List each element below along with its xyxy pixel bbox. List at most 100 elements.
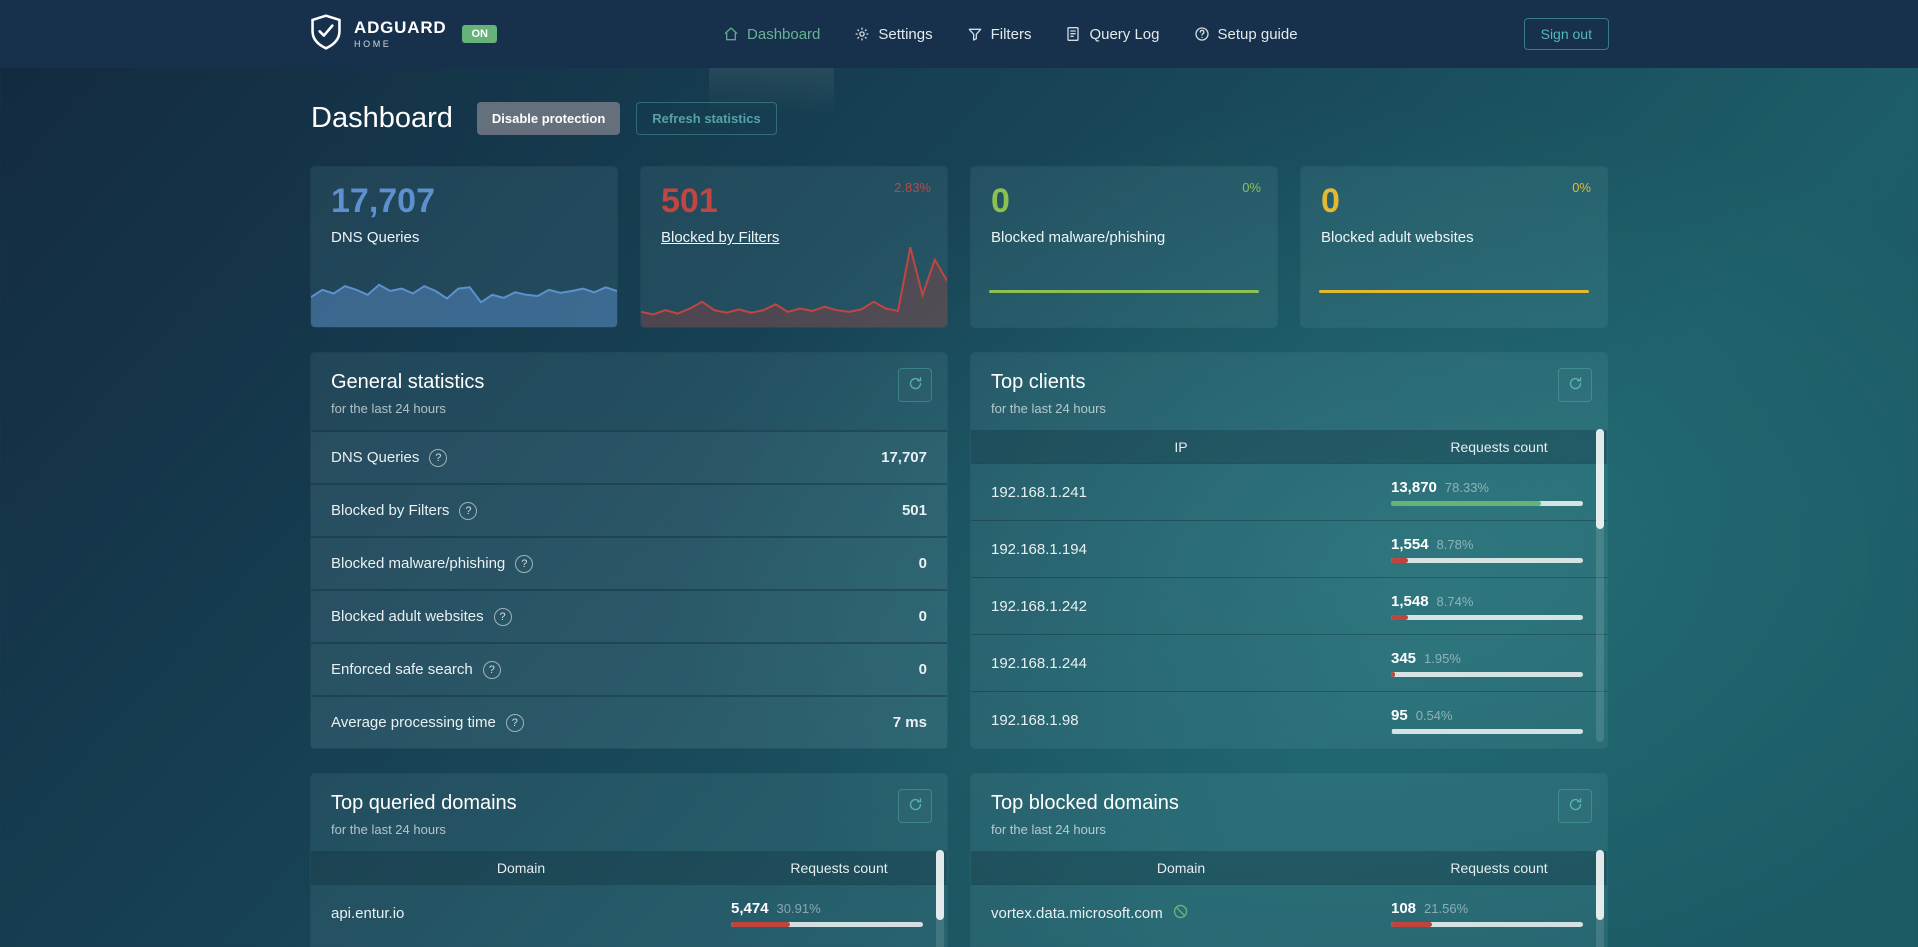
sign-out-button[interactable]: Sign out xyxy=(1523,18,1609,50)
top-navbar: ADGUARD HOME ON Dashboard Settings xyxy=(0,0,1918,114)
request-count: 108 xyxy=(1391,899,1417,917)
stats-row: DNS Queries ? 17,707 xyxy=(311,430,947,483)
blocked-adult-value: 0 xyxy=(1321,182,1340,220)
card-title: General statistics xyxy=(331,371,485,393)
client-ip[interactable]: 192.168.1.98 xyxy=(991,711,1079,729)
column-domain: Domain xyxy=(496,859,546,876)
request-count: 1,548 xyxy=(1391,592,1429,610)
request-count: 13,870 xyxy=(1391,478,1437,496)
request-percent: 30.91% xyxy=(776,900,821,916)
card-subtitle: for the last 24 hours xyxy=(991,822,1106,837)
stat-card-dns-queries[interactable]: 17,707 DNS Queries xyxy=(311,167,617,327)
stat-value: 501 xyxy=(901,502,927,519)
adguard-home-logo[interactable]: ADGUARD HOME ON xyxy=(309,13,497,56)
column-requests-count: Requests count xyxy=(1450,859,1548,876)
client-row[interactable]: 192.168.1.241 13,870 78.33% xyxy=(971,463,1607,520)
stat-card-blocked-adult[interactable]: 0 Blocked adult websites 0% xyxy=(1301,167,1607,327)
dns-queries-value: 17,707 xyxy=(331,182,435,220)
dns-queries-label: DNS Queries xyxy=(331,229,420,247)
refresh-card-button[interactable] xyxy=(1558,789,1592,823)
scrollbar-thumb[interactable] xyxy=(1596,850,1604,920)
document-icon xyxy=(1065,26,1081,42)
disable-protection-button[interactable]: Disable protection xyxy=(476,102,621,135)
stat-name: DNS Queries xyxy=(331,449,420,466)
scrollbar[interactable] xyxy=(936,850,944,947)
progress-bar xyxy=(1391,671,1583,677)
scrollbar-thumb[interactable] xyxy=(1596,429,1604,529)
nav-label: Settings xyxy=(878,25,933,43)
domain-name[interactable]: vortex.data.microsoft.com xyxy=(991,904,1163,922)
scrollbar[interactable] xyxy=(1596,429,1604,742)
stat-name: Blocked by Filters xyxy=(331,502,450,519)
blocked-filters-value: 501 xyxy=(661,182,718,220)
blocked-filters-link[interactable]: Blocked by Filters xyxy=(661,229,780,247)
blocked-malware-label: Blocked malware/phishing xyxy=(991,229,1166,247)
refresh-card-button[interactable] xyxy=(898,789,932,823)
card-subtitle: for the last 24 hours xyxy=(331,401,446,416)
stat-value: 0 xyxy=(918,608,927,625)
client-row[interactable]: 192.168.1.242 1,548 8.74% xyxy=(971,577,1607,634)
request-count: 5,474 xyxy=(731,899,769,917)
client-ip[interactable]: 192.168.1.194 xyxy=(991,540,1087,558)
blocked-adult-percent: 0% xyxy=(1572,180,1591,195)
column-ip: IP xyxy=(1174,438,1188,455)
nav-label: Query Log xyxy=(1089,25,1160,43)
blocked-malware-underline xyxy=(989,290,1259,293)
card-title: Top queried domains xyxy=(331,792,517,814)
request-count: 1,554 xyxy=(1391,535,1429,553)
table-header: Domain Requests count xyxy=(971,851,1607,884)
table-header: Domain Requests count xyxy=(311,851,947,884)
nav-filters[interactable]: Filters xyxy=(953,0,1046,68)
refresh-statistics-button[interactable]: Refresh statistics xyxy=(636,102,777,135)
progress-bar xyxy=(1391,728,1583,734)
blocked-filters-percent: 2.83% xyxy=(894,180,931,195)
scrollbar[interactable] xyxy=(1596,850,1604,947)
client-ip[interactable]: 192.168.1.244 xyxy=(991,654,1087,672)
stats-row: Blocked by Filters ? 501 xyxy=(311,483,947,536)
refresh-icon xyxy=(1568,376,1583,394)
blocked-malware-percent: 0% xyxy=(1242,180,1261,195)
blocked-domain-icon[interactable] xyxy=(1172,903,1189,924)
nav-setup-guide[interactable]: Setup guide xyxy=(1180,0,1312,68)
brand-name: ADGUARD xyxy=(354,18,447,37)
stat-value: 0 xyxy=(918,555,927,572)
nav-settings[interactable]: Settings xyxy=(840,0,946,68)
column-requests-count: Requests count xyxy=(790,859,888,876)
stat-name: Average processing time xyxy=(331,714,496,731)
help-icon[interactable]: ? xyxy=(505,713,524,732)
client-row[interactable]: 192.168.1.98 95 0.54% xyxy=(971,691,1607,748)
client-ip[interactable]: 192.168.1.241 xyxy=(991,483,1087,501)
help-icon[interactable]: ? xyxy=(515,554,534,573)
column-domain: Domain xyxy=(1156,859,1206,876)
client-row[interactable]: 192.168.1.244 345 1.95% xyxy=(971,634,1607,691)
blocked-adult-underline xyxy=(1319,290,1589,293)
refresh-card-button[interactable] xyxy=(898,368,932,402)
refresh-icon xyxy=(908,797,923,815)
main-nav: Dashboard Settings Filters Query Log xyxy=(709,0,1312,114)
client-row[interactable]: 192.168.1.194 1,554 8.78% xyxy=(971,520,1607,577)
card-title: Top blocked domains xyxy=(991,792,1179,814)
help-icon[interactable]: ? xyxy=(429,448,448,467)
scrollbar-thumb[interactable] xyxy=(936,850,944,920)
domain-row[interactable]: api.entur.io 5,474 30.91% xyxy=(311,884,947,941)
domain-row[interactable]: vortex.data.microsoft.com 108 21.56% xyxy=(971,884,1607,941)
top-queried-domains-table: api.entur.io 5,474 30.91% xyxy=(311,884,947,941)
stats-row: Enforced safe search ? 0 xyxy=(311,642,947,695)
help-icon[interactable]: ? xyxy=(482,660,501,679)
stat-card-blocked-by-filters[interactable]: 501 Blocked by Filters 2.83% xyxy=(641,167,947,327)
page-title: Dashboard xyxy=(311,102,453,134)
top-queried-domains-card: Top queried domains for the last 24 hour… xyxy=(311,774,947,947)
help-icon[interactable]: ? xyxy=(459,501,478,520)
refresh-card-button[interactable] xyxy=(1558,368,1592,402)
domain-name[interactable]: api.entur.io xyxy=(331,904,405,922)
stat-card-blocked-malware[interactable]: 0 Blocked malware/phishing 0% xyxy=(971,167,1277,327)
client-ip[interactable]: 192.168.1.242 xyxy=(991,597,1087,615)
request-percent: 21.56% xyxy=(1424,900,1469,916)
nav-query-log[interactable]: Query Log xyxy=(1051,0,1173,68)
request-percent: 8.78% xyxy=(1436,536,1474,552)
help-icon[interactable]: ? xyxy=(493,607,512,626)
column-requests-count: Requests count xyxy=(1450,438,1548,455)
request-percent: 8.74% xyxy=(1436,593,1474,609)
dashboard-page: Dashboard Disable protection Refresh sta… xyxy=(311,68,1607,947)
nav-dashboard[interactable]: Dashboard xyxy=(709,0,835,114)
